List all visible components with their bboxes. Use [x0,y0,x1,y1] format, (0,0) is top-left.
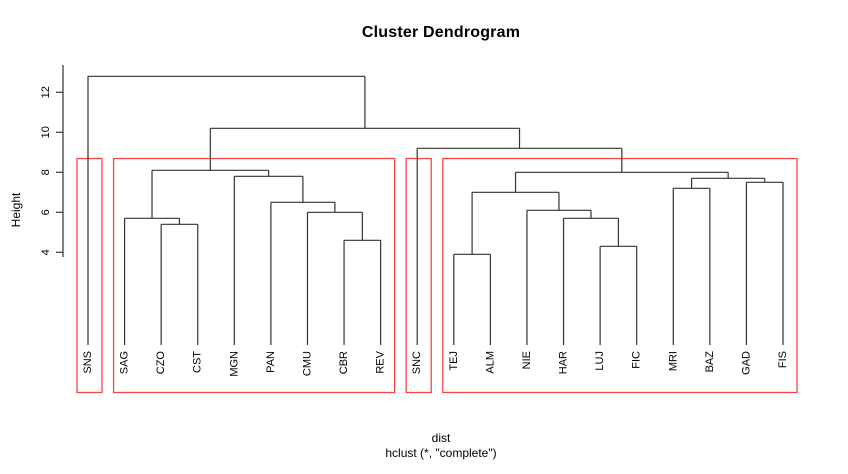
y-tick-label: 12 [40,86,52,98]
method-caption: hclust (*, "complete") [385,446,497,460]
leaf-label: FIC [631,351,643,369]
cluster-box [76,157,103,394]
y-tick-label: 10 [40,126,52,138]
leaf-label: MGN [228,351,240,377]
plot-caption: dist hclust (*, "complete") [37,431,845,461]
leaf-label: FIS [777,351,789,368]
leaf-label: PAN [265,351,277,373]
y-tick-label: 8 [40,169,52,175]
leaf-label: SAG [119,351,131,374]
leaf-label: HAR [558,351,570,374]
leaf-label: SNC [411,351,423,374]
cluster-box [112,157,396,394]
leaf-label: BAZ [704,351,716,373]
leaf-label: REV [375,350,387,373]
leaf-label: GAD [740,351,752,375]
y-tick-label: 6 [40,209,52,215]
leaf-label: CZO [155,351,167,375]
chart-title: Cluster Dendrogram [361,24,521,41]
leaf-label: CST [192,351,204,373]
y-axis: 4 6 8 10 12 [40,65,64,257]
leaf-label: SNS [82,351,94,374]
leaf-label: NIE [521,351,533,369]
leaf-label: LUJ [594,351,606,371]
cluster-box [405,157,432,394]
cluster-box [442,157,798,394]
leaf-label: MRI [667,351,679,371]
leaf-label: ALM [484,351,496,374]
leaf-labels: SNS SAG CZO CST MGN PAN CMU CBR REV SNC TEJ ALM NIE H… [82,350,789,376]
x-axis-label: dist [431,431,451,445]
y-tick-label: 4 [40,249,52,255]
cluster-boxes [76,157,798,394]
dendrogram-lines [87,75,784,345]
leaf-label: TEJ [448,351,460,371]
leaf-label: CMU [301,351,313,376]
leaf-label: CBR [338,351,350,374]
